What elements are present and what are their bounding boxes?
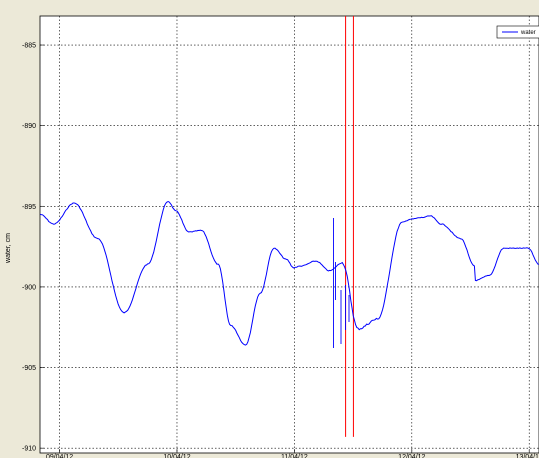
y-tick-label: -905 (22, 365, 36, 372)
noise-spikes (333, 218, 350, 348)
y-axis: -885 -890 -895 -900 -905 -910 (22, 43, 44, 453)
series-line-water (39, 201, 539, 346)
y-tick-label: -890 (22, 123, 36, 130)
y-tick-label: -885 (22, 43, 36, 50)
annotation-lines (345, 16, 354, 437)
x-tick-label: 11/04/12 (281, 454, 308, 458)
y-axis-label: water, cm (5, 233, 12, 264)
x-tick-label: 12/04/12 (398, 454, 425, 458)
legend-entry-water: water (520, 30, 536, 36)
y-tick-label: -895 (22, 204, 36, 211)
y-tick-label: -900 (22, 284, 36, 291)
x-tick-label: 09/04/12 (46, 454, 73, 458)
y-tick-label: -910 (22, 446, 36, 453)
x-tick-label: 13/04/12 (516, 454, 539, 458)
legend[interactable]: water (496, 25, 539, 39)
x-axis: 09/04/12 10/04/12 11/04/12 12/04/12 13/04/12 (46, 449, 539, 458)
plot-area (39, 15, 539, 454)
grid (40, 16, 539, 453)
x-tick-label: 10/04/12 (163, 454, 190, 458)
